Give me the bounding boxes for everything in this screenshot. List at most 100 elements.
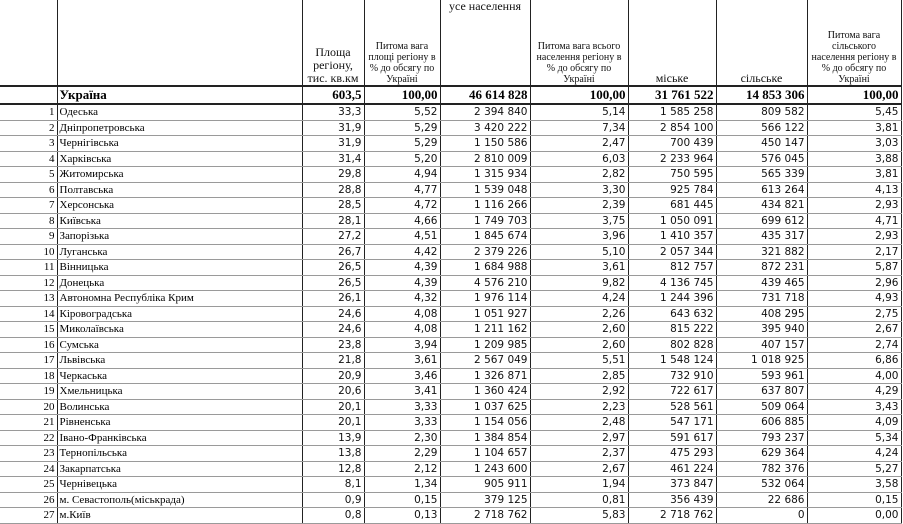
- rural-share-cell: 4,00: [806, 368, 902, 384]
- area-share-cell: 4,08: [363, 306, 441, 322]
- population-share-cell: 1,94: [529, 476, 629, 493]
- population-share-cell: 2,82: [529, 166, 629, 183]
- area-cell: 26,5: [301, 275, 365, 291]
- population-cell: 1 976 114: [439, 290, 531, 307]
- rural-share-cell: 3,81: [806, 166, 902, 183]
- region-name: Запорізька: [56, 228, 303, 245]
- rural-share-cell: 0,00: [806, 507, 902, 524]
- rural-share-cell: 2,74: [806, 337, 902, 353]
- rural-cell: 593 961: [715, 368, 808, 384]
- urban-cell: 461 224: [627, 461, 717, 477]
- rural-cell: 14 853 306: [715, 86, 808, 105]
- rural-cell: 435 317: [715, 228, 808, 245]
- rural-share-cell: 2,75: [806, 306, 902, 322]
- table-row: 22 Івано-Франківська 13,9 2,30 1 384 854 2,97…: [0, 430, 902, 446]
- region-name: Кіровоградська: [56, 306, 303, 322]
- population-share-cell: 2,39: [529, 197, 629, 214]
- rural-cell: 408 295: [715, 306, 808, 322]
- region-name: м.Київ: [56, 507, 303, 524]
- row-number: [0, 86, 58, 105]
- row-number: 19: [0, 383, 58, 400]
- area-cell: 20,1: [301, 399, 365, 415]
- region-name: Дніпропетровська: [56, 120, 303, 136]
- urban-cell: 475 293: [627, 445, 717, 462]
- rural-cell: 407 157: [715, 337, 808, 353]
- population-share-cell: 3,75: [529, 213, 629, 229]
- region-name: Тернопільська: [56, 445, 303, 462]
- population-cell: 1 845 674: [439, 228, 531, 245]
- population-cell: 1 150 586: [439, 135, 531, 152]
- area-share-cell: 4,66: [363, 213, 441, 229]
- row-number: 5: [0, 166, 58, 183]
- region-name: Житомирська: [56, 166, 303, 183]
- urban-cell: 643 632: [627, 306, 717, 322]
- region-name: м. Севастополь(міськрада): [56, 492, 303, 508]
- population-cell: 1 326 871: [439, 368, 531, 384]
- table-row: 15 Миколаївська 24,6 4,08 1 211 162 2,60 815 2…: [0, 321, 902, 338]
- region-name: Рівненська: [56, 414, 303, 431]
- urban-cell: 1 244 396: [627, 290, 717, 307]
- row-number: 27: [0, 507, 58, 524]
- rural-cell: 699 612: [715, 213, 808, 229]
- table-row: 9 Запорізька 27,2 4,51 1 845 674 3,96 1 410 35…: [0, 228, 902, 245]
- area-cell: 24,6: [301, 321, 365, 338]
- rural-cell: 872 231: [715, 259, 808, 276]
- population-cell: 1 384 854: [439, 430, 531, 446]
- area-share-cell: 0,13: [363, 507, 441, 524]
- area-cell: 603,5: [301, 86, 365, 105]
- region-name: Волинська: [56, 399, 303, 415]
- table-row: 2 Дніпропетровська 31,9 5,29 3 420 222 7,34 2 …: [0, 120, 902, 136]
- urban-cell: 31 761 522: [627, 86, 717, 105]
- population-cell: 1 154 056: [439, 414, 531, 431]
- population-cell: 1 116 266: [439, 197, 531, 214]
- area-cell: 23,8: [301, 337, 365, 353]
- table-row: 10 Луганська 26,7 4,42 2 379 226 5,10 2 057 34…: [0, 244, 902, 260]
- rural-cell: 22 686: [715, 492, 808, 508]
- rural-cell: 613 264: [715, 182, 808, 198]
- area-cell: 0,8: [301, 507, 365, 524]
- header-area-share: Питома вага площі регіону в % до обсягу …: [363, 0, 441, 87]
- region-name: Київська: [56, 213, 303, 229]
- population-cell: 1 104 657: [439, 445, 531, 462]
- header-rural-share: Питома вага сільського населення регіону…: [806, 0, 902, 87]
- population-share-cell: 6,03: [529, 151, 629, 167]
- row-number: 21: [0, 414, 58, 431]
- area-share-cell: 4,94: [363, 166, 441, 183]
- urban-cell: 681 445: [627, 197, 717, 214]
- area-cell: 20,6: [301, 383, 365, 400]
- rural-cell: 731 718: [715, 290, 808, 307]
- region-name: Вінницька: [56, 259, 303, 276]
- area-share-cell: 2,29: [363, 445, 441, 462]
- rural-share-cell: 2,93: [806, 197, 902, 214]
- row-number: 25: [0, 476, 58, 493]
- area-cell: 26,1: [301, 290, 365, 307]
- rural-share-cell: 4,24: [806, 445, 902, 462]
- population-share-cell: 5,10: [529, 244, 629, 260]
- urban-cell: 722 617: [627, 383, 717, 400]
- area-cell: 26,5: [301, 259, 365, 276]
- table-row: 14 Кіровоградська 24,6 4,08 1 051 927 2,26 643…: [0, 306, 902, 322]
- population-share-cell: 2,47: [529, 135, 629, 152]
- rural-cell: 439 465: [715, 275, 808, 291]
- area-cell: 20,1: [301, 414, 365, 431]
- header-region: [56, 0, 303, 87]
- rural-cell: 782 376: [715, 461, 808, 477]
- table-row: 3 Чернігівська 31,9 5,29 1 150 586 2,47 700 43…: [0, 135, 902, 152]
- rural-share-cell: 3,43: [806, 399, 902, 415]
- area-cell: 8,1: [301, 476, 365, 493]
- area-share-cell: 3,46: [363, 368, 441, 384]
- area-share-cell: 5,20: [363, 151, 441, 167]
- rural-share-cell: 5,34: [806, 430, 902, 446]
- row-number: 22: [0, 430, 58, 446]
- population-share-cell: 3,61: [529, 259, 629, 276]
- table-row: 6 Полтавська 28,8 4,77 1 539 048 3,30 925 784 6…: [0, 182, 902, 198]
- urban-cell: 547 171: [627, 414, 717, 431]
- table-row: 1 Одеська 33,3 5,52 2 394 840 5,14 1 585 258 80…: [0, 104, 902, 121]
- table-row: 13 Автономна Республіка Крим 26,1 4,32 1 976…: [0, 290, 902, 307]
- area-cell: 24,6: [301, 306, 365, 322]
- rural-share-cell: 3,81: [806, 120, 902, 136]
- row-number: 23: [0, 445, 58, 462]
- area-share-cell: 4,51: [363, 228, 441, 245]
- table-row: 27 м.Київ 0,8 0,13 2 718 762 5,83 2 718 762 0 0,…: [0, 507, 902, 524]
